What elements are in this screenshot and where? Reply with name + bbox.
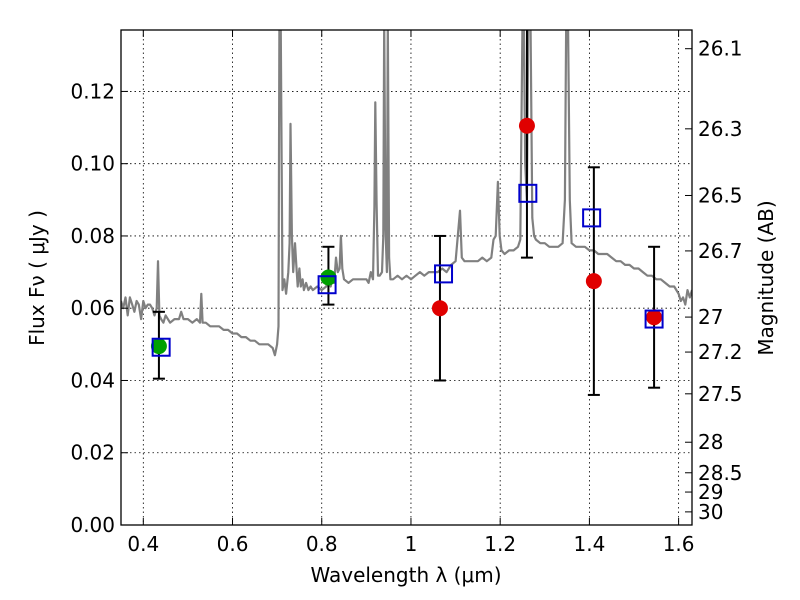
- x-tick-labels: 0.4 0.6 0.8 1 1.2 1.4 1.6: [127, 532, 694, 556]
- x-tick-label: 1: [405, 532, 418, 556]
- plot-area: [121, 30, 692, 396]
- model-box: [151, 337, 171, 357]
- observed-point-red: [431, 300, 448, 317]
- model-box: [644, 309, 664, 329]
- mag-tick-label: 26.5: [698, 183, 743, 207]
- y-tick-label: 0.04: [70, 368, 115, 392]
- mag-tick-label: 26.7: [698, 239, 743, 263]
- x-tick-label: 0.6: [217, 532, 249, 556]
- y-tick-label: 0.12: [70, 79, 115, 103]
- mag-tick-label: 27.5: [698, 382, 743, 406]
- mag-tick-label: 26.3: [698, 117, 743, 141]
- observed-point-red: [646, 309, 663, 326]
- y-tick-labels: 0.00 0.02 0.04 0.06 0.08 0.10 0.12: [70, 79, 115, 537]
- y-tick-label: 0.00: [70, 513, 115, 537]
- y-tick-label: 0.02: [70, 441, 115, 465]
- mag-tick-label: 27: [698, 305, 723, 329]
- model-box: [434, 264, 454, 284]
- observed-point-red: [518, 117, 535, 134]
- plot-frame: [120, 29, 693, 526]
- x-tick-label: 1.6: [663, 532, 695, 556]
- x-tick-label: 0.8: [306, 532, 338, 556]
- x-tick-label: 1.2: [484, 532, 516, 556]
- model-box: [582, 208, 602, 228]
- model-box: [317, 275, 337, 295]
- right-axis-title: Magnitude (AB): [754, 200, 778, 355]
- y-tick-label: 0.10: [70, 152, 115, 176]
- x-axis-title: Wavelength λ (μm): [310, 563, 501, 587]
- x-tick-label: 1.4: [573, 532, 605, 556]
- x-tick-label: 0.4: [127, 532, 159, 556]
- mag-tick-label: 26.1: [698, 37, 743, 61]
- mag-tick-label: 29: [698, 480, 723, 504]
- y-tick-label: 0.08: [70, 224, 115, 248]
- observed-point-green: [320, 269, 337, 286]
- model-spectrum-line: [121, 30, 692, 357]
- model-box: [518, 183, 538, 203]
- y-axis-title: Flux Fν ( μJy ): [25, 210, 49, 346]
- y-tick-label: 0.06: [70, 296, 115, 320]
- mag-tick-label: 28.5: [698, 461, 743, 485]
- grid: [121, 30, 692, 526]
- observed-point-red: [585, 273, 602, 290]
- mag-tick-label: 28: [698, 430, 723, 454]
- mag-tick-label: 27.2: [698, 340, 743, 364]
- model-boxes: [151, 183, 664, 357]
- mag-tick-label: 30: [698, 500, 723, 524]
- observed-point-green: [150, 338, 167, 355]
